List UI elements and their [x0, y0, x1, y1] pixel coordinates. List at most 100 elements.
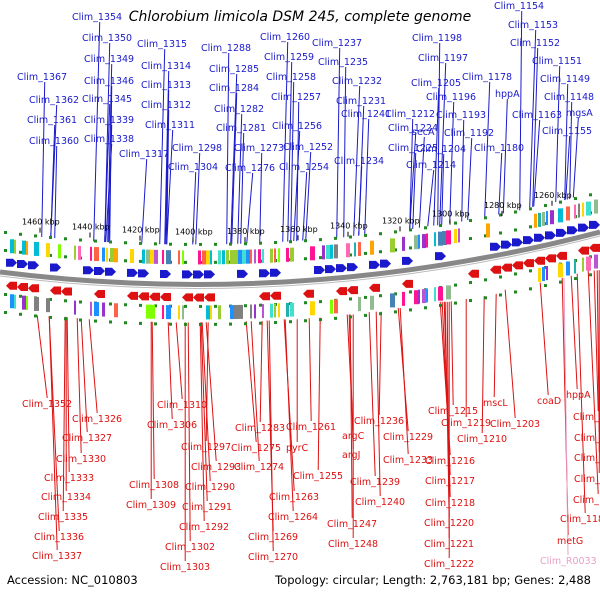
- gene-label-top[interactable]: Clim_1367: [17, 72, 67, 83]
- reverse-gene-arrow[interactable]: [336, 287, 347, 296]
- gene-label-top[interactable]: Clim_1304: [168, 162, 218, 173]
- gene-label-top[interactable]: Clim_1151: [532, 56, 582, 67]
- gene-label-top[interactable]: Clim_1317: [119, 149, 169, 160]
- gene-label-top[interactable]: Clim_1149: [540, 74, 590, 85]
- gene-label-bottom[interactable]: Clim_1269: [248, 532, 298, 543]
- gene-label-top[interactable]: Clim_1312: [141, 100, 191, 111]
- forward-gene-arrow[interactable]: [259, 269, 270, 278]
- gene-label-bottom[interactable]: Clim_1255: [293, 471, 343, 482]
- reverse-gene-arrow[interactable]: [149, 292, 160, 301]
- gene-label-top[interactable]: Clim_1256: [272, 121, 322, 132]
- gene-label-bottom[interactable]: Clim_1210: [457, 434, 507, 445]
- forward-gene-arrow[interactable]: [314, 266, 325, 275]
- gene-label-top[interactable]: Clim_1180: [474, 143, 524, 154]
- gene-label-bottom[interactable]: Clim_1219: [441, 418, 491, 429]
- forward-gene-arrow[interactable]: [94, 267, 105, 276]
- gene-label-top[interactable]: Clim_1315: [137, 39, 187, 50]
- gene-label-top[interactable]: Clim_1260: [260, 32, 310, 43]
- gene-label-bottom[interactable]: hppA: [566, 390, 591, 401]
- gene-label-top[interactable]: Clim_1148: [544, 92, 594, 103]
- gene-label-top[interactable]: Clim_1237: [312, 38, 362, 49]
- forward-gene-arrow[interactable]: [83, 266, 94, 275]
- gene-label-top[interactable]: Clim_1235: [318, 57, 368, 68]
- gene-label-bottom[interactable]: argC: [342, 431, 365, 442]
- gene-label-top[interactable]: Clim_1178: [462, 72, 512, 83]
- forward-gene-arrow[interactable]: [28, 261, 39, 270]
- forward-gene-arrow[interactable]: [50, 263, 61, 272]
- gene-label-top[interactable]: Clim_1152: [510, 38, 560, 49]
- gene-label-top[interactable]: Clim_1282: [214, 104, 264, 115]
- gene-label-top[interactable]: Clim_1288: [201, 43, 251, 54]
- gene-label-bottom[interactable]: metG: [557, 536, 583, 547]
- gene-label-bottom[interactable]: Clim_1239: [350, 477, 400, 488]
- gene-label-bottom[interactable]: Clim_1179: [573, 412, 600, 423]
- reverse-gene-arrow[interactable]: [578, 246, 589, 255]
- reverse-gene-arrow[interactable]: [369, 283, 380, 292]
- gene-label-top[interactable]: Clim_1154: [494, 1, 544, 12]
- reverse-gene-arrow[interactable]: [468, 269, 479, 278]
- gene-label-bottom[interactable]: Clim_1236: [354, 416, 404, 427]
- gene-label-top[interactable]: Clim_1241: [341, 109, 391, 120]
- reverse-gene-arrow[interactable]: [556, 251, 567, 260]
- forward-gene-arrow[interactable]: [17, 260, 28, 269]
- forward-gene-arrow[interactable]: [567, 226, 578, 235]
- reverse-gene-arrow[interactable]: [523, 259, 534, 268]
- gene-label-bottom[interactable]: Clim_1330: [56, 454, 106, 465]
- reverse-gene-arrow[interactable]: [545, 254, 556, 263]
- forward-gene-arrow[interactable]: [325, 265, 336, 274]
- gene-label-bottom[interactable]: Clim_1270: [248, 552, 298, 563]
- gene-label-bottom[interactable]: Clim_1185: [574, 474, 600, 485]
- reverse-gene-arrow[interactable]: [17, 283, 28, 292]
- forward-gene-arrow[interactable]: [369, 260, 380, 269]
- forward-gene-arrow[interactable]: [204, 270, 215, 279]
- gene-label-bottom[interactable]: mscL: [483, 398, 508, 409]
- gene-label-top[interactable]: Clim_1361: [27, 115, 77, 126]
- gene-label-bottom[interactable]: Clim_1297: [181, 442, 231, 453]
- reverse-gene-arrow[interactable]: [534, 256, 545, 265]
- gene-label-top[interactable]: Clim_1232: [332, 76, 382, 87]
- gene-label-bottom[interactable]: Clim_1233: [383, 455, 433, 466]
- gene-label-top[interactable]: Clim_1311: [145, 120, 195, 131]
- gene-label-top[interactable]: Clim_1254: [279, 162, 329, 173]
- gene-label-bottom[interactable]: Clim_1336: [34, 532, 84, 543]
- gene-label-top[interactable]: Clim_1258: [266, 72, 316, 83]
- gene-label-bottom[interactable]: Clim_1306: [147, 420, 197, 431]
- gene-label-bottom[interactable]: Clim_1183: [574, 453, 600, 464]
- gene-label-top[interactable]: Clim_1349: [84, 54, 134, 65]
- gene-label-bottom[interactable]: Clim_1334: [41, 492, 91, 503]
- forward-gene-arrow[interactable]: [237, 269, 248, 278]
- reverse-gene-arrow[interactable]: [259, 292, 270, 301]
- reverse-gene-arrow[interactable]: [61, 287, 72, 296]
- gene-label-top[interactable]: Clim_1204: [416, 144, 466, 155]
- forward-gene-arrow[interactable]: [347, 263, 358, 272]
- gene-label-top[interactable]: Clim_1313: [141, 80, 191, 91]
- gene-label-top[interactable]: Clim_1281: [216, 123, 266, 134]
- gene-label-top[interactable]: Clim_1205: [411, 78, 461, 89]
- reverse-gene-arrow[interactable]: [6, 281, 17, 290]
- gene-label-top[interactable]: Clim_1212: [385, 109, 435, 120]
- gene-label-bottom[interactable]: Clim_1335: [38, 512, 88, 523]
- gene-label-bottom[interactable]: Clim_1309: [126, 500, 176, 511]
- gene-label-bottom[interactable]: Clim_1292: [179, 522, 229, 533]
- gene-label-top[interactable]: Clim_1192: [444, 128, 494, 139]
- gene-label-top[interactable]: Clim_1252: [283, 142, 333, 153]
- gene-label-bottom[interactable]: Clim_1264: [268, 512, 318, 523]
- gene-label-top[interactable]: Clim_1314: [141, 61, 191, 72]
- forward-gene-arrow[interactable]: [501, 240, 512, 249]
- gene-label-bottom[interactable]: Clim_1217: [425, 476, 475, 487]
- gene-label-top[interactable]: Clim_1234: [334, 156, 384, 167]
- gene-label-top[interactable]: Clim_1224: [388, 123, 438, 134]
- gene-label-bottom[interactable]: Clim_1291: [182, 502, 232, 513]
- gene-label-bottom[interactable]: Clim_1261: [286, 422, 336, 433]
- gene-label-bottom[interactable]: Clim_1333: [44, 473, 94, 484]
- gene-label-bottom[interactable]: Clim_1181: [574, 433, 600, 444]
- reverse-gene-arrow[interactable]: [402, 279, 413, 288]
- gene-label-top[interactable]: Clim_1285: [209, 64, 259, 75]
- gene-label-bottom[interactable]: Clim_1218: [425, 498, 475, 509]
- gene-label-top[interactable]: Clim_1339: [84, 115, 134, 126]
- forward-gene-arrow[interactable]: [270, 268, 281, 277]
- reverse-gene-arrow[interactable]: [138, 292, 149, 301]
- gene-label-bottom[interactable]: Clim_1187: [573, 495, 600, 506]
- forward-gene-arrow[interactable]: [578, 223, 589, 232]
- gene-label-bottom[interactable]: Clim_1216: [425, 456, 475, 467]
